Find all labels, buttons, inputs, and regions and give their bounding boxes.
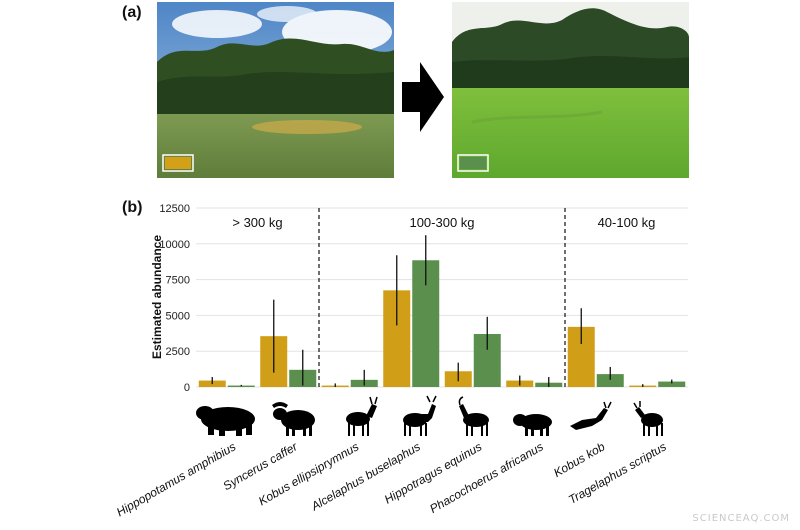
error-bars: [211, 235, 673, 387]
arrow-right-icon: [402, 62, 444, 132]
photo-before: [157, 2, 394, 178]
buffalo-silhouette-icon: [272, 402, 315, 436]
photo-after: [452, 2, 689, 178]
x-tick-label: Kobus ellipsiprymnus: [256, 439, 361, 508]
group-dividers: [318, 208, 566, 387]
x-tick-label: Hippopotamus amphibius: [114, 439, 238, 519]
y-tick-label: 2500: [166, 346, 190, 358]
watermark: SCIENCEAQ.COM: [692, 513, 790, 524]
y-axis: 0 2500 5000 7500 10000 12500: [159, 203, 190, 394]
panel-a-label: (a): [122, 4, 142, 21]
x-tick-label: Phacochoerus africanus: [427, 439, 546, 515]
group-label: > 300 kg: [232, 215, 282, 230]
roan-antelope-silhouette-icon: [458, 396, 489, 436]
bar: [658, 381, 686, 387]
y-tick-label: 5000: [166, 310, 190, 322]
group-label: 100-300 kg: [409, 215, 474, 230]
group-label: 40-100 kg: [598, 215, 656, 230]
swatch-after: [460, 157, 486, 169]
y-tick-label: 7500: [166, 275, 190, 287]
x-tick-label: Kobus kob: [551, 439, 607, 480]
bar: [596, 374, 624, 387]
y-axis-label: Estimated abundance: [150, 235, 164, 359]
hippopotamus-silhouette-icon: [196, 406, 255, 436]
kob-silhouette-icon: [570, 401, 612, 430]
warthog-silhouette-icon: [513, 414, 552, 436]
waterbuck-silhouette-icon: [346, 396, 378, 436]
swatch-before: [165, 157, 191, 169]
panel-b-label: (b): [122, 199, 143, 216]
bushbuck-silhouette-icon: [633, 401, 663, 436]
hartebeest-silhouette-icon: [403, 395, 437, 436]
y-tick-label: 12500: [159, 203, 190, 215]
group-labels: > 300 kg 100-300 kg 40-100 kg: [232, 215, 655, 230]
y-tick-label: 0: [184, 382, 190, 394]
x-tick-label: Alcelaphus buselaphus: [308, 439, 423, 513]
y-tick-label: 10000: [159, 239, 190, 251]
